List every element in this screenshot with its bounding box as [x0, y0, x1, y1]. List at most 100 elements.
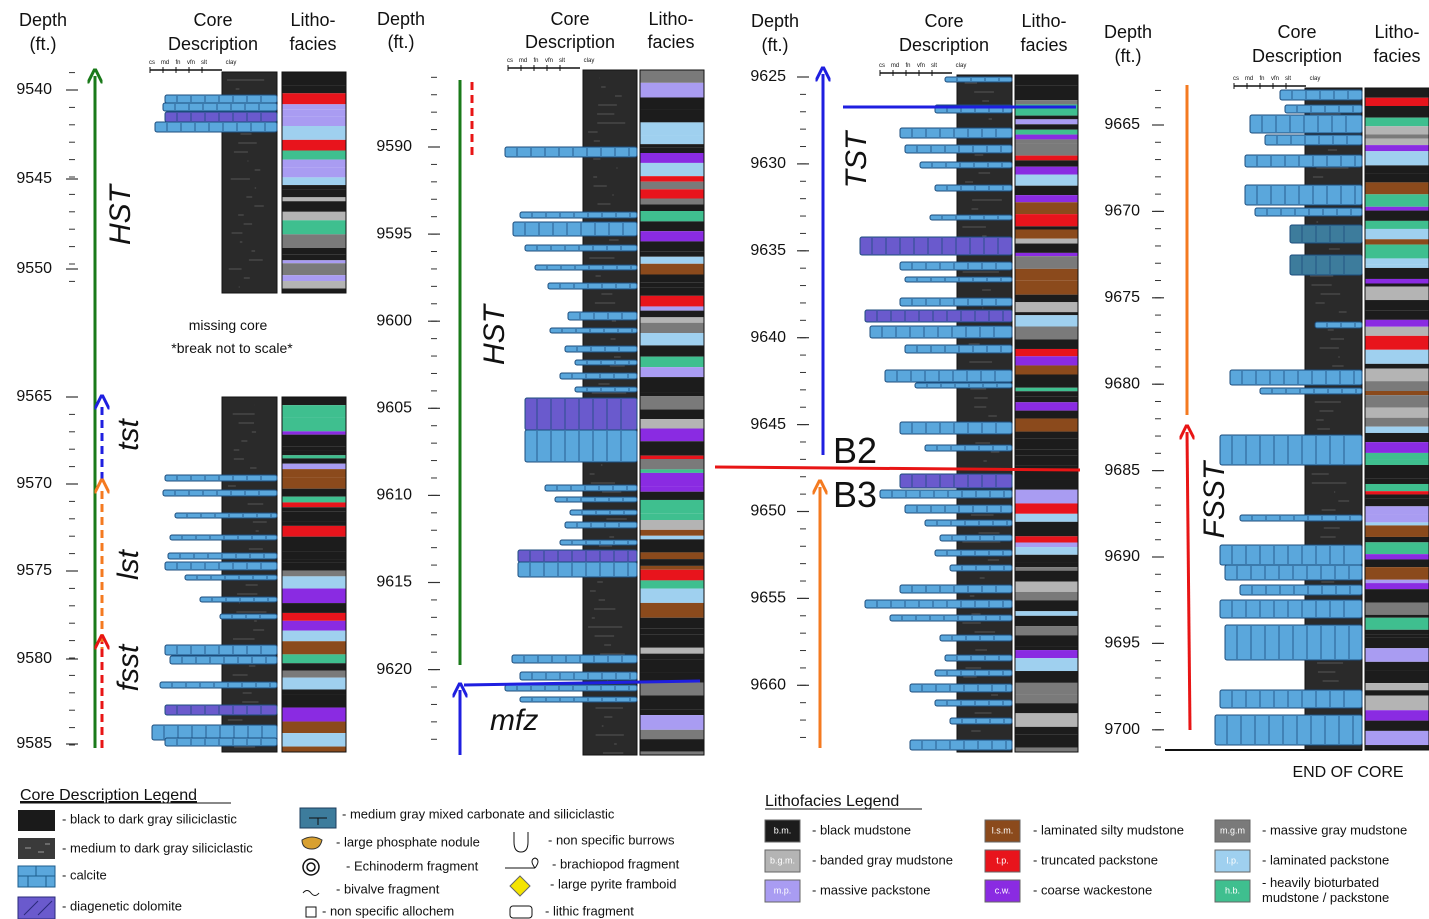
lithofacies-band [1015, 365, 1078, 374]
legend-item: - laminated silty mudstone [1033, 822, 1184, 837]
depth-label: 9570 [16, 475, 52, 492]
lithofacies-band [282, 160, 346, 168]
lithofacies-band [282, 671, 346, 678]
lithofacies-band [640, 317, 704, 322]
lithofacies-band [640, 739, 704, 751]
lithofacies-band [1365, 268, 1429, 279]
depth-label: 9645 [750, 416, 786, 433]
legend-item: - coarse wackestone [1033, 882, 1152, 897]
bed [885, 370, 1012, 382]
lithofacies-band [1365, 391, 1429, 395]
header: Litho- [648, 9, 693, 29]
legend-item: - bivalve fragment [336, 881, 440, 896]
bed [1240, 585, 1362, 595]
legend-abbr: t.p. [996, 855, 1009, 865]
bed [525, 398, 637, 430]
lithofacies-band [1365, 350, 1429, 364]
depth-label: 9640 [750, 329, 786, 346]
bed [910, 684, 1012, 692]
lithofacies-band [1015, 167, 1078, 175]
lithofacies-band [282, 512, 346, 522]
lithofacies-band [282, 458, 346, 463]
bed [1240, 515, 1362, 521]
lithofacies-band [640, 296, 704, 307]
bed [1220, 600, 1362, 618]
lithofacies-band [640, 635, 704, 648]
bed [560, 373, 637, 379]
lithofacies-band [1015, 175, 1078, 186]
lithofacies-band [640, 589, 704, 603]
lithofacies-band [640, 539, 704, 552]
bed [155, 122, 277, 132]
lithofacies-band [282, 405, 346, 417]
bed [170, 656, 277, 664]
lithofacies-band [1365, 327, 1429, 336]
lithofacies-band [640, 530, 704, 536]
tract-label: tst [112, 418, 145, 451]
lithofacies-band [282, 455, 346, 458]
depth-label: 9625 [750, 68, 786, 85]
lithofacies-band [1015, 456, 1078, 466]
lithofacies-band [1365, 542, 1429, 554]
lithofacies-band [1365, 459, 1429, 465]
lithofacies-band [1015, 514, 1078, 522]
depth-label: 9600 [376, 312, 412, 329]
lithofacies-band [1365, 151, 1429, 165]
lithofacies-band [1015, 713, 1078, 727]
lithofacies-band [282, 507, 346, 511]
lithofacies-band [640, 654, 704, 660]
lithofacies-band [282, 464, 346, 469]
lithofacies-band [282, 451, 346, 455]
bed [880, 490, 1012, 498]
bed [900, 474, 1012, 488]
lithofacies-band [1015, 374, 1078, 387]
bounding-label: B2 [833, 430, 877, 471]
lithofacies-band [1365, 731, 1429, 745]
lithofacies-band [282, 201, 346, 212]
lithofacies-band [1365, 139, 1429, 145]
lithofacies-band [1365, 491, 1429, 494]
depth-label: 9610 [376, 487, 412, 504]
lithofacies-band [282, 613, 346, 621]
depth-label: 9655 [750, 590, 786, 607]
bed [505, 147, 637, 157]
bed [1230, 370, 1362, 385]
bed [168, 553, 277, 559]
lithofacies-band [640, 752, 704, 755]
lithofacies-band [640, 221, 704, 231]
lithofacies-band [282, 234, 346, 248]
header: (ft.) [1115, 46, 1142, 66]
lithofacies-band [1365, 465, 1429, 478]
lithofacies-band [1015, 397, 1078, 403]
lithofacies-band [1015, 439, 1078, 450]
bed [950, 718, 1012, 724]
lithofacies-band [640, 251, 704, 257]
lithofacies-band [1365, 554, 1429, 559]
bed [870, 326, 1012, 338]
bed [905, 345, 1012, 353]
bed [900, 298, 1012, 306]
header: facies [1020, 35, 1067, 55]
lithofacies-band [640, 122, 704, 135]
lithofacies-band [1015, 571, 1078, 582]
grain-size: clay [1310, 76, 1321, 82]
tract-label: HST [104, 182, 137, 245]
depth-label: 9665 [1104, 116, 1140, 133]
bed [165, 112, 277, 122]
lithofacies-band [1015, 411, 1078, 419]
lithofacies-band [1015, 626, 1078, 635]
bed [220, 614, 277, 619]
grain-size: vfn [545, 58, 553, 64]
grain-size: cs [507, 58, 513, 64]
lithofacies-band [640, 715, 704, 730]
bed [1220, 545, 1362, 565]
header: Depth [1104, 22, 1152, 42]
lithofacies-band [282, 281, 346, 288]
bed [1220, 435, 1362, 465]
lithofacies-band [1015, 195, 1078, 202]
lithofacies-band [282, 678, 346, 690]
legend-abbr: l.p. [1226, 855, 1238, 865]
lithofacies-band [1365, 408, 1429, 418]
lithofacies-band [1365, 525, 1429, 537]
legend-item: - massive gray mudstone [1262, 822, 1407, 837]
